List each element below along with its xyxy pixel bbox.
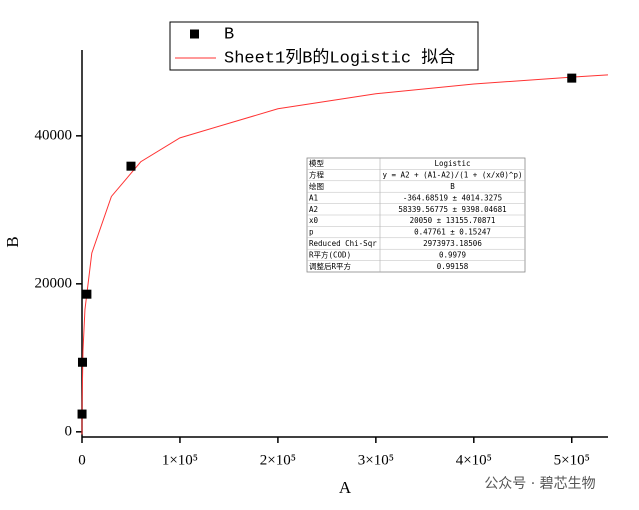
legend-label: Sheet1列B的Logistic 拟合 [224,47,455,68]
table-value: 0.47761 ± 0.15247 [414,228,491,237]
table-key: 绘图 [309,181,324,191]
table-value: 0.99158 [437,262,469,271]
legend-label: B [224,25,234,44]
data-point [77,357,87,367]
data-point [126,161,136,171]
watermark: 公众号 · 碧芯生物 [484,476,595,492]
table-value: 2973973.18506 [423,239,482,248]
table-key: 调整后R平方 [309,261,352,271]
x-tick-label: 0 [78,452,86,468]
legend-box [169,21,479,71]
y-tick-label: 0 [65,423,73,439]
y-axis-title: B [3,236,22,247]
legend-marker [190,29,199,39]
data-point [567,73,577,83]
table-key: R平方(COD) [309,249,351,259]
table-key: A2 [309,205,318,214]
table-key: 方程 [309,170,324,180]
table-value: 58339.56775 ± 9398.04681 [398,205,506,214]
data-point [77,409,87,419]
x-tick-label: 2×10⁵ [260,452,296,468]
data-point [82,289,92,299]
table-key: x0 [309,216,319,225]
x-axis-title: A [339,478,352,497]
table-value: 20050 ± 13155.70871 [410,216,496,225]
table-key: Reduced Chi-Sqr [309,239,377,248]
x-tick-label: 1×10⁵ [162,452,198,468]
table-value: y = A2 + (A1-A2)/(1 + (x/x0)^p) [383,171,523,180]
x-tick-label: 5×10⁵ [554,452,590,468]
y-tick-label: 20000 [35,275,73,291]
y-tick-label: 40000 [35,127,73,143]
table-key: p [309,228,314,237]
table-value: B [450,182,455,191]
table-key: 模型 [309,158,324,168]
table-value: 0.9979 [439,250,466,259]
x-tick-label: 4×10⁵ [456,452,492,468]
table-key: A1 [309,193,318,202]
x-tick-label: 3×10⁵ [358,452,394,468]
table-value: Logistic [434,159,470,168]
table-value: -364.68519 ± 4014.3275 [403,193,502,202]
